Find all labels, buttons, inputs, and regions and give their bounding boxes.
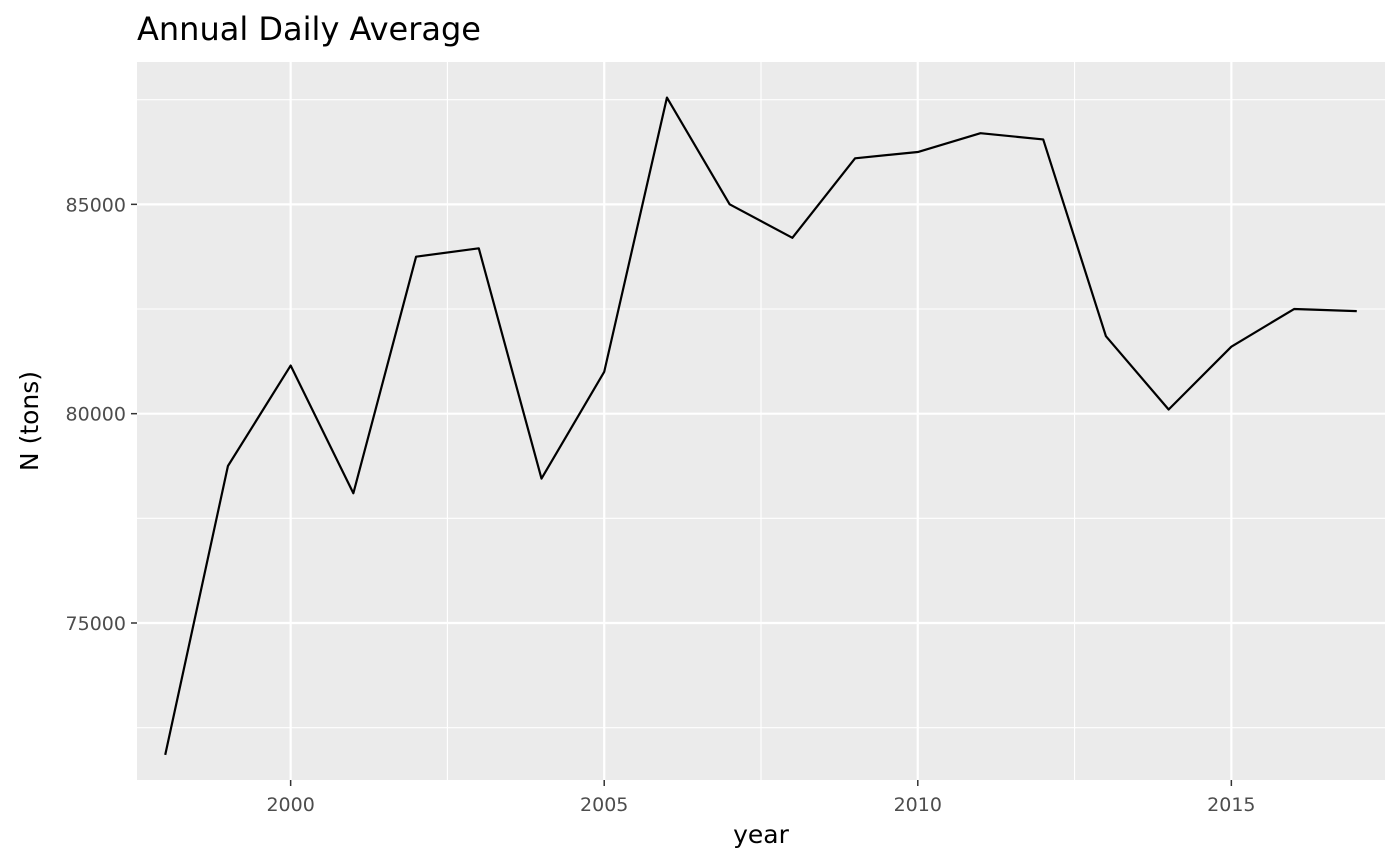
- series-line: [164, 96, 1357, 756]
- minor-gridlines: [133, 62, 1389, 780]
- y-tick-label: 85000: [66, 194, 126, 216]
- x-axis-title: year: [733, 820, 789, 849]
- chart-title: Annual Daily Average: [137, 10, 481, 48]
- major-gridlines: [137, 62, 1385, 780]
- x-axis: 2000 2005 2010 2015: [266, 780, 1256, 816]
- x-tick-label: 2000: [266, 794, 314, 816]
- y-tick-label: 80000: [66, 404, 126, 426]
- x-tick-label: 2015: [1207, 794, 1255, 816]
- x-tick-label: 2005: [580, 794, 628, 816]
- y-axis-title: N (tons): [15, 371, 44, 471]
- y-axis: 75000 80000 85000: [66, 194, 137, 635]
- y-tick-label: 75000: [66, 613, 126, 635]
- x-tick-label: 2010: [894, 794, 942, 816]
